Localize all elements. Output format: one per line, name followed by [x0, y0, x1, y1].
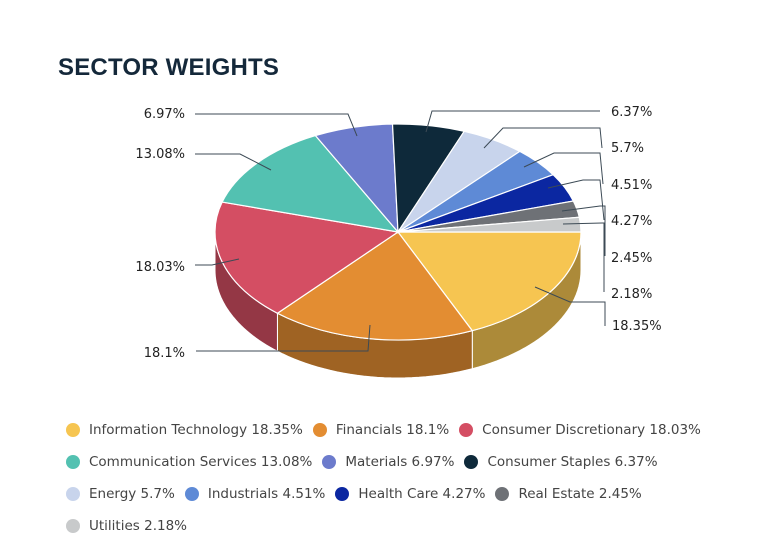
pie-chart: 18.35% 18.1% 18.03% 13.08% 6.97% 6.37% 5.7% 4.5… [135, 105, 662, 379]
label-leader-line [562, 222, 605, 292]
label-leader-line [196, 324, 371, 352]
label-leader-line [547, 179, 605, 221]
pie-slice[interactable] [276, 231, 474, 341]
legend-dot-icon [459, 423, 474, 437]
legend-item[interactable]: Information Technology 18.35% [66, 422, 303, 438]
legend-item[interactable]: Consumer Discretionary 18.03% [459, 422, 701, 438]
pie-labels: 18.35% 18.1% 18.03% 13.08% 6.97% 6.37% 5.7% 4.5… [135, 105, 661, 361]
legend: Information Technology 18.35% Financials… [66, 414, 746, 542]
legend-item[interactable]: Financials 18.1% [312, 422, 449, 438]
legend-row: Energy 5.7% Industrials 4.51% Health Car… [66, 478, 746, 510]
legend-dot-icon [184, 487, 199, 501]
legend-item[interactable]: Energy 5.7% [66, 486, 175, 502]
legend-row: Information Technology 18.35% Financials… [66, 414, 746, 446]
legend-dot-icon [312, 423, 327, 437]
legend-dot-icon [464, 455, 479, 469]
label-leader-line [561, 205, 606, 256]
legend-row: Communication Services 13.08% Materials … [66, 446, 746, 478]
pie-slice[interactable] [397, 216, 582, 233]
slice-label: 18.1% [144, 346, 185, 361]
legend-dot-icon [495, 487, 510, 501]
legend-dot-icon [66, 519, 80, 533]
legend-item[interactable]: Materials 6.97% [322, 454, 454, 470]
pie-slices [214, 123, 582, 341]
slice-label: 2.18% [611, 287, 652, 302]
slice-label: 4.27% [611, 214, 652, 229]
legend-dot-icon [66, 487, 80, 501]
slice-label: 6.37% [611, 105, 652, 120]
label-leader-line [195, 113, 358, 137]
slice-label: 18.03% [135, 260, 185, 275]
legend-dot-icon [322, 455, 337, 469]
slice-label: 13.08% [135, 147, 185, 162]
legend-item[interactable]: Communication Services 13.08% [66, 454, 312, 470]
legend-dot-icon [66, 423, 80, 437]
label-leader-line [523, 152, 604, 185]
legend-item[interactable]: Consumer Staples 6.37% [464, 454, 658, 470]
legend-row: Utilities 2.18% [66, 510, 746, 542]
chart-title: SECTOR WEIGHTS [58, 54, 280, 81]
legend-item[interactable]: Health Care 4.27% [335, 486, 485, 502]
legend-item[interactable]: Real Estate 2.45% [495, 486, 642, 502]
legend-item[interactable]: Industrials 4.51% [184, 486, 325, 502]
label-leader-line [195, 153, 272, 171]
legend-dot-icon [335, 487, 350, 501]
slice-label: 2.45% [611, 251, 652, 266]
slice-label: 5.7% [611, 141, 644, 156]
legend-dot-icon [66, 455, 80, 469]
legend-item[interactable]: Utilities 2.18% [66, 518, 187, 534]
slice-label: 18.35% [612, 319, 662, 334]
label-leader-line [534, 286, 606, 326]
label-leader-line [195, 258, 240, 266]
slice-label: 4.51% [611, 178, 652, 193]
label-leader-line [425, 110, 600, 133]
slice-label: 6.97% [144, 107, 185, 122]
pie-slice[interactable] [396, 231, 582, 332]
label-leader-line [483, 127, 603, 149]
